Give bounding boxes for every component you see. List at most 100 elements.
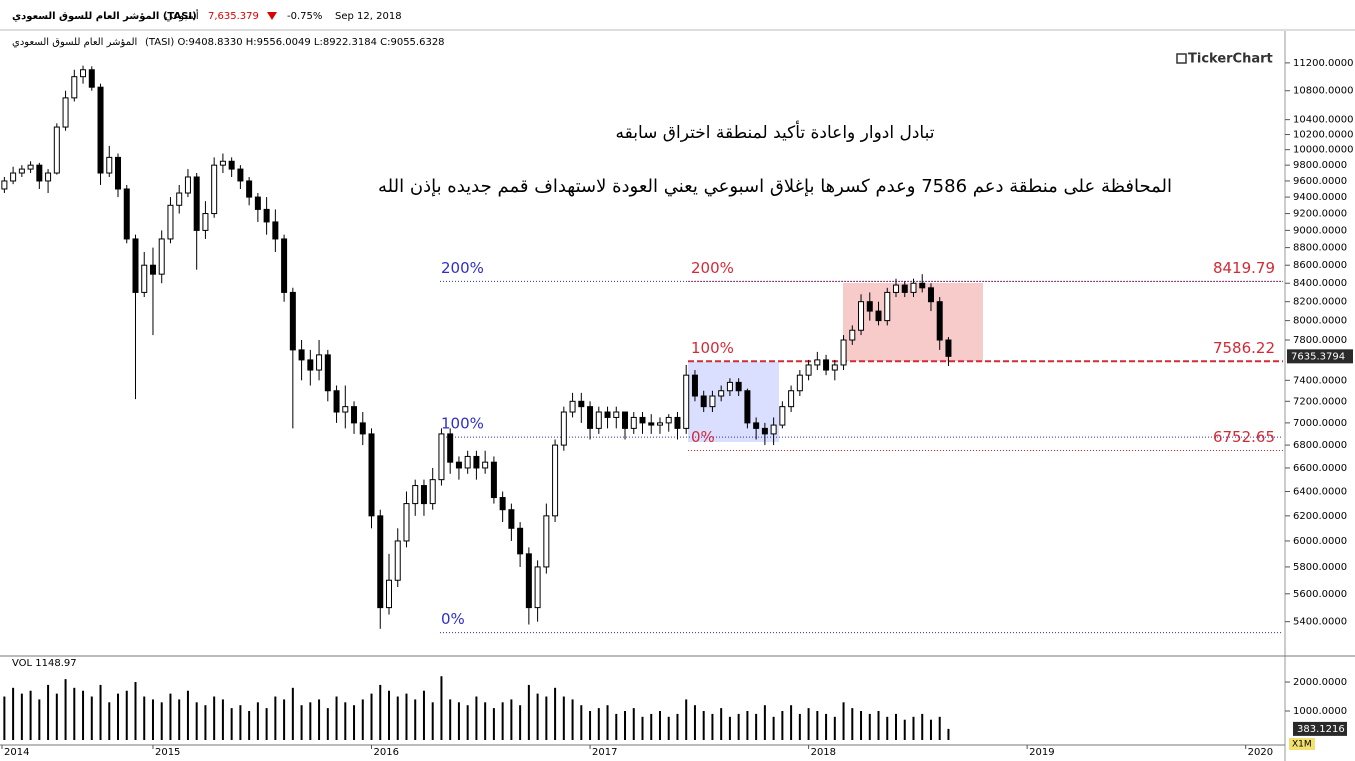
candle-body <box>473 455 480 469</box>
volume-bar <box>938 716 941 740</box>
candle-body <box>368 433 375 517</box>
volume-bar <box>20 693 23 740</box>
volume-unit-box <box>1289 738 1315 750</box>
volume-bar <box>877 711 880 740</box>
volume-bar <box>545 696 548 740</box>
period[interactable]: أسبوعي <box>165 9 199 22</box>
volume-bar <box>318 699 321 740</box>
candle-body <box>508 509 515 529</box>
candle-body <box>176 192 183 206</box>
candle-body <box>53 126 60 174</box>
volume-bar <box>781 711 784 740</box>
candle-body <box>158 238 165 275</box>
candle-body <box>613 411 620 418</box>
candle-body <box>193 176 200 231</box>
ohlc: (TASI) O:9408.8330 H:9556.0049 L:8922.31… <box>145 37 445 48</box>
volume-bar <box>178 699 181 740</box>
volume-bar <box>947 728 950 740</box>
candle-body <box>936 301 943 341</box>
candle-body <box>429 479 436 505</box>
candle-body <box>342 406 349 413</box>
last-volume: 383.1216 <box>1297 724 1345 735</box>
volume-bar <box>790 705 793 740</box>
volume-bar <box>921 713 924 740</box>
candle-body <box>455 461 462 469</box>
volume-bar <box>606 705 609 740</box>
volume-bar <box>554 687 557 740</box>
y-tick-label: 9800.0000 <box>1293 160 1347 171</box>
candle-body <box>674 416 681 429</box>
volume-bar <box>895 713 898 740</box>
volume-tick-label: 1000.0000 <box>1293 706 1347 717</box>
volume-bar <box>99 684 102 740</box>
candle-body <box>141 264 148 293</box>
candle-body <box>316 354 323 371</box>
volume-bar <box>405 693 408 740</box>
volume-bar <box>160 702 163 740</box>
volume-bar <box>186 690 189 740</box>
volume-bar <box>239 705 242 740</box>
volume-bar <box>169 693 172 740</box>
candle-body <box>761 427 768 435</box>
volume-bar <box>326 708 329 740</box>
y-tick-label: 9200.0000 <box>1293 209 1347 220</box>
candle-body <box>770 424 777 435</box>
candle-body <box>796 374 803 392</box>
volume-bar <box>676 713 679 740</box>
fib-value: 8419.79 <box>1213 259 1275 277</box>
candle-body <box>1 180 8 190</box>
y-tick-label: 10000.0000 <box>1293 145 1353 156</box>
volume-bar <box>685 699 688 740</box>
y-tick-label: 8800.0000 <box>1293 243 1347 254</box>
volume-bar <box>580 705 583 740</box>
index-name[interactable]: المؤشر العام للسوق السعودي (TASI) <box>12 11 197 22</box>
ohlc-name: المؤشر العام للسوق السعودي <box>12 37 137 48</box>
candle-body <box>71 76 78 99</box>
candle-body <box>604 411 611 418</box>
candle-body <box>228 160 235 170</box>
volume-bar <box>38 699 41 740</box>
x-tick-label: 2015 <box>155 747 180 758</box>
volume-bar <box>755 713 758 740</box>
candle-body <box>219 160 226 166</box>
candle-body <box>927 287 934 303</box>
volume-bar <box>720 708 723 740</box>
volume-bar <box>510 699 513 740</box>
volume-bar <box>624 711 627 740</box>
candle-body <box>866 301 873 312</box>
annotation: المحافظة على منطقة دعم 7586 وعدم كسرها ب… <box>378 176 1172 197</box>
volume-bar <box>125 690 128 740</box>
candle-body <box>587 406 594 429</box>
volume-bar <box>213 696 216 740</box>
volume-bar <box>440 676 443 740</box>
volume-bar <box>728 716 731 740</box>
candle-body <box>27 164 34 170</box>
candle-body <box>534 566 541 609</box>
y-tick-label: 9600.0000 <box>1293 176 1347 187</box>
x-tick-label: 2014 <box>4 747 29 758</box>
volume-bar <box>571 699 574 740</box>
volume-bar <box>798 713 801 740</box>
y-tick-label: 5800.0000 <box>1293 562 1347 573</box>
candle-body <box>88 69 95 88</box>
candle-body <box>744 390 751 424</box>
volume-bar <box>562 696 565 740</box>
candle-body <box>62 97 69 128</box>
volume-bar <box>886 716 889 740</box>
y-tick-label: 10200.0000 <box>1293 130 1353 141</box>
y-tick-label: 9000.0000 <box>1293 225 1347 236</box>
volume-bar <box>195 702 198 740</box>
y-tick-label: 8400.0000 <box>1293 278 1347 289</box>
candle-body <box>377 515 384 609</box>
volume-bar <box>527 684 530 740</box>
candle-body <box>106 156 113 174</box>
candle-body <box>254 196 261 210</box>
volume-bar <box>737 713 740 740</box>
volume-bar <box>667 716 670 740</box>
volume-bar <box>842 702 845 740</box>
x-tick-label: 2017 <box>592 747 617 758</box>
candle-body <box>394 540 401 581</box>
volume-bar <box>283 699 286 740</box>
volume-bar <box>772 716 775 740</box>
